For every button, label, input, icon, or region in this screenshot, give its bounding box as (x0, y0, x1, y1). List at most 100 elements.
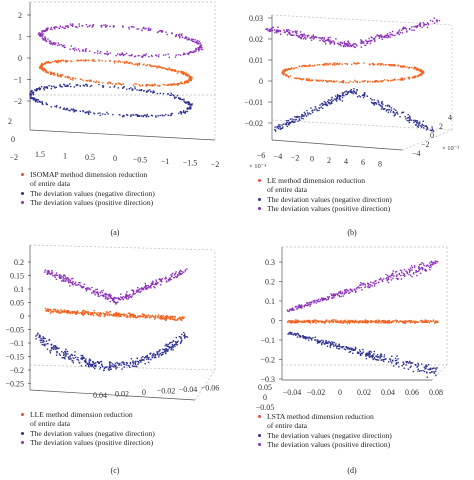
scatter-point-positive (126, 291, 128, 293)
tick-label: −6 (257, 151, 266, 160)
scatter-point-positive (418, 264, 421, 266)
tick-label: −0.05 (256, 403, 275, 412)
scatter-point-primary (40, 64, 42, 67)
scatter-point-primary (146, 316, 148, 319)
scatter-point-positive (67, 280, 69, 282)
scatter-point-positive (416, 25, 418, 27)
scatter-point-positive (63, 274, 66, 276)
scatter-point-positive (151, 283, 154, 285)
scatter-point-primary (41, 63, 43, 65)
scatter-point-positive (60, 280, 63, 282)
scatter-point-primary (305, 65, 308, 67)
scatter-point-primary (387, 80, 389, 82)
scatter-point-positive (423, 25, 425, 27)
scatter-point-primary (148, 317, 151, 319)
scatter-point-positive (89, 288, 91, 291)
scatter-point-positive (54, 26, 56, 28)
scatter-point-positive (50, 43, 52, 45)
scatter-point-positive (276, 30, 278, 33)
scatter-point-negative (30, 90, 32, 92)
scatter-point-negative (388, 106, 391, 108)
scatter-point-negative (392, 365, 395, 367)
scatter-point-negative (352, 349, 354, 351)
scatter-point-positive (312, 34, 314, 36)
scatter-point-positive (300, 307, 302, 309)
scatter-point-positive (112, 298, 114, 301)
scatter-point-negative (350, 88, 353, 91)
scatter-point-primary (90, 312, 92, 314)
scatter-point-negative (138, 89, 140, 91)
tick-label: 2 (439, 122, 443, 131)
scatter-point-negative (139, 115, 141, 117)
scatter-point-primary (324, 322, 326, 324)
scatter-point-positive (197, 48, 199, 50)
scatter-point-primary (313, 64, 315, 67)
scatter-point-negative (184, 337, 186, 339)
scatter-point-positive (110, 296, 112, 299)
scatter-point-negative (336, 347, 338, 349)
scatter-point-positive (200, 46, 202, 49)
scatter-point-negative (329, 341, 331, 344)
scatter-point-primary (183, 73, 186, 75)
scatter-point-positive (343, 41, 346, 43)
scatter-point-negative (356, 96, 359, 98)
scatter-point-negative (359, 350, 361, 353)
scatter-point-positive (306, 302, 308, 304)
scatter-point-negative (383, 354, 386, 356)
scatter-point-positive (290, 308, 293, 310)
scatter-point-negative (312, 109, 314, 111)
scatter-point-primary (399, 66, 402, 68)
scatter-point-negative (56, 346, 58, 348)
scatter-point-positive (327, 297, 330, 299)
scatter-point-primary (145, 64, 147, 67)
tick-label: −0.15 (5, 353, 24, 362)
scatter-point-negative (30, 93, 32, 95)
scatter-point-negative (426, 371, 428, 373)
scatter-point-negative (87, 364, 90, 367)
scatter-point-negative (350, 348, 353, 351)
scatter-point-primary (366, 321, 368, 324)
scatter-point-primary (434, 322, 436, 324)
scatter-point-positive (387, 278, 390, 281)
scatter-point-positive (83, 283, 85, 285)
scatter-point-positive (117, 297, 120, 299)
scatter-point-positive (144, 282, 146, 285)
scatter-point-positive (120, 53, 122, 56)
scatter-point-positive (419, 22, 421, 24)
scatter-point-negative (123, 366, 126, 368)
scatter-point-positive (327, 298, 329, 301)
scatter-point-positive (419, 23, 421, 25)
scatter-point-negative (126, 362, 128, 364)
scatter-point-primary (70, 311, 72, 313)
scatter-point-negative (146, 358, 148, 360)
scatter-point-primary (43, 62, 46, 64)
scatter-point-positive (279, 30, 282, 33)
scatter-point-negative (137, 363, 139, 365)
scatter-point-negative (289, 121, 291, 124)
scatter-point-positive (429, 269, 431, 271)
scatter-point-negative (135, 114, 137, 116)
scatter-point-positive (66, 25, 68, 27)
scatter-point-primary (88, 59, 90, 62)
scatter-point-primary (417, 68, 420, 70)
scatter-point-positive (341, 291, 344, 293)
scatter-point-primary (364, 80, 366, 82)
scatter-point-positive (46, 29, 48, 31)
scatter-point-negative (173, 344, 175, 346)
scatter-point-positive (323, 37, 325, 39)
scatter-point-positive (171, 274, 173, 276)
scatter-point-negative (164, 350, 166, 353)
scatter-point-primary (120, 84, 122, 86)
scatter-point-positive (41, 33, 43, 36)
scatter-point-positive (342, 45, 345, 47)
scatter-point-positive (330, 42, 333, 44)
scatter-point-primary (415, 321, 417, 323)
scatter-point-negative (307, 114, 309, 116)
scatter-point-negative (35, 338, 37, 340)
tick-label: 4 (448, 113, 452, 122)
scatter-point-positive (65, 277, 68, 279)
scatter-point-negative (431, 126, 433, 128)
scatter-point-primary (315, 79, 317, 81)
scatter-point-primary (383, 79, 386, 81)
legend-label: LSTA method dimension reduction (267, 412, 374, 421)
